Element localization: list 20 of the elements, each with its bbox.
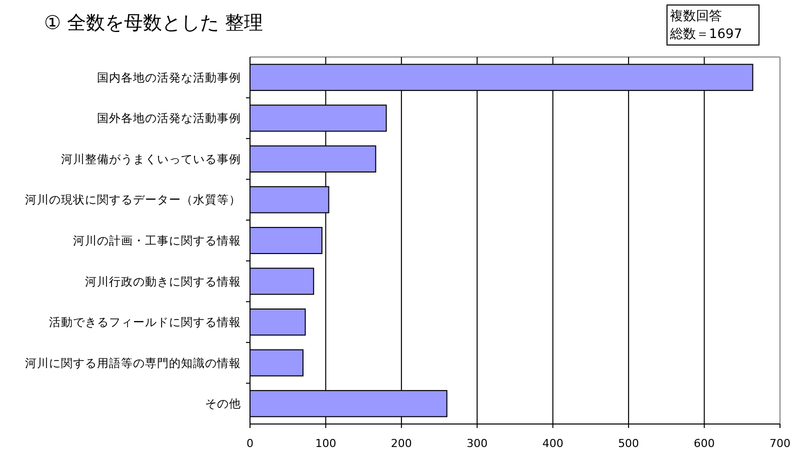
x-tick-label: 200 (390, 437, 412, 450)
x-tick-label: 0 (246, 437, 254, 450)
y-tick-label: 国外各地の活発な活動事例 (97, 111, 241, 126)
text: 複数回答 (670, 9, 722, 24)
y-tick-label: 国内各地の活発な活動事例 (97, 70, 241, 84)
y-tick-label: 河川に関する用語等の専門的知識の情報 (25, 356, 241, 370)
x-tick-label: 100 (315, 437, 336, 450)
x-tick-label: 700 (770, 437, 790, 450)
x-tick-label: 300 (466, 437, 488, 450)
x-tick-label: 400 (542, 437, 564, 450)
y-tick-label: 河川の計画・工事に関する情報 (73, 234, 241, 248)
x-tick-label: 500 (618, 437, 640, 450)
chart-title: ① 全数を母数とした 整理 (44, 12, 264, 34)
y-tick-label: その他 (205, 396, 241, 411)
y-tick-label: 河川行政の動きに関する情報 (85, 274, 241, 288)
y-tick-label: 河川整備がうまくいっている事例 (61, 152, 241, 166)
x-tick-label: 600 (694, 437, 715, 450)
y-tick-label: 河川の現状に関するデーター（水質等） (25, 192, 241, 207)
y-tick-label: 活動できるフィールドに関する情報 (49, 315, 241, 330)
text: 総数＝1697 (669, 27, 742, 42)
